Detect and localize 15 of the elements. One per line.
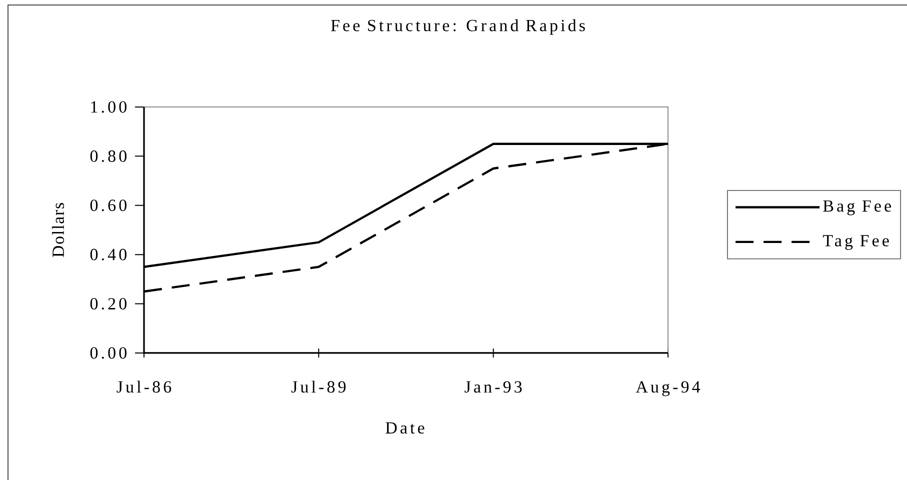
y-axis-title: Dollars (52, 203, 64, 258)
y-tick-label: 0.40 (90, 248, 126, 260)
y-tick-label: 0.00 (90, 347, 126, 359)
x-axis-title: Date (386, 422, 424, 434)
y-tick-label: 1.00 (91, 101, 126, 113)
x-tick-label: Jul-86 (116, 380, 172, 393)
x-tick-label: Jan-93 (464, 381, 522, 393)
y-tick-label: 0.80 (90, 150, 126, 162)
x-tick-label: Jul-89 (291, 380, 346, 393)
legend-label: Tag Fee (822, 235, 889, 250)
chart-title: Fee Structure: Grand Rapids (331, 19, 585, 35)
legend-label: Bag Fee (823, 200, 891, 216)
y-tick-label: 0.20 (90, 298, 126, 310)
x-tick-label: Aug-94 (636, 381, 700, 396)
y-tick-label: 0.60 (90, 200, 126, 212)
